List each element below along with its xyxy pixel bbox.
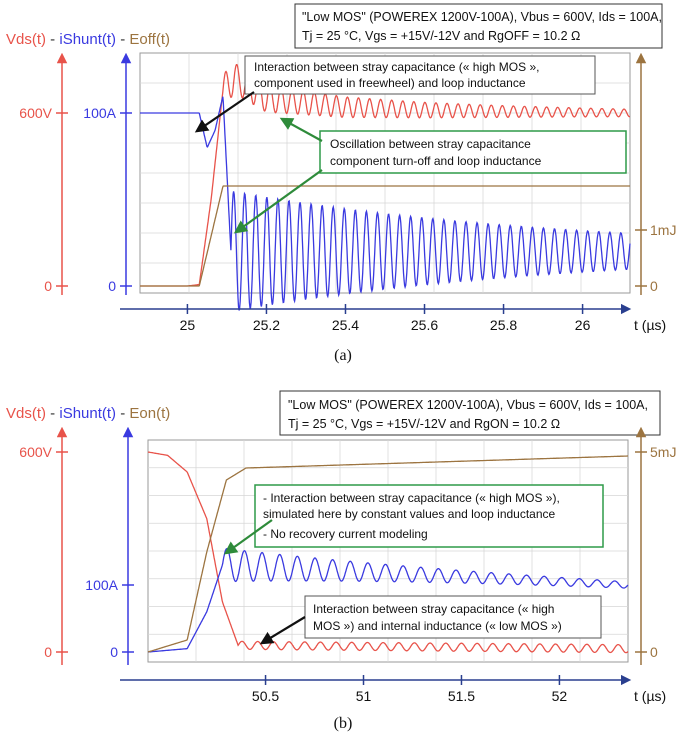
panel-b-caption: (b)	[334, 715, 353, 732]
panel-b-vds-zero-label: 0	[44, 644, 52, 660]
panel-b-series-eont-line	[147, 455, 628, 653]
panel-b-info-line-1: "Low MOS" (POWEREX 1200V-100A), Vbus = 6…	[288, 398, 648, 412]
panel-b-annotation-1-line-3: - No recovery current modeling	[263, 527, 428, 541]
panel-b-title-sep1: -	[46, 405, 59, 422]
panel-a-caption: (a)	[334, 347, 352, 364]
panel-b-annotation-2-line-2: MOS ») and internal inductance (« low MO…	[313, 619, 562, 633]
panel-a-energy-zero-label: 0	[650, 278, 658, 294]
panel-a-annotation-1-line-2: component used in freewheel) and loop in…	[254, 76, 526, 90]
panel-b-title-energy: Eon(t)	[129, 405, 170, 422]
panel-b-xlabel: t (µs)	[634, 688, 666, 704]
panel-b-title-sep2: -	[116, 405, 129, 422]
panel-b-annotation-1-line-2: simulated here by constant values and lo…	[263, 507, 556, 521]
panel-a-info-line-2: Tj = 25 °C, Vgs = +15V/-12V and RgOFF = …	[302, 29, 580, 43]
panel-a-series-eofft-line	[140, 185, 630, 287]
panel-a-xlabel: t (µs)	[634, 317, 666, 333]
panel-a-vds-top-label: 600V	[19, 105, 52, 121]
panel-b-annotation-box-2	[304, 595, 602, 639]
panel-a-ishunt-top-label: 100A	[83, 105, 116, 121]
panel-a-x-tick-label: 25.6	[411, 317, 438, 333]
panel-b-title-ishunt: iShunt(t)	[59, 405, 116, 422]
panel-b-annotation-box-1	[254, 484, 604, 548]
panel-b-vds-top-label: 600V	[19, 444, 52, 460]
panel-a-title-ishunt: iShunt(t)	[59, 31, 116, 48]
panel-a-title-energy: Eoff(t)	[129, 31, 170, 48]
panel-b-annotation-1-line-1: - Interaction between stray capacitance …	[263, 491, 560, 505]
panel-a-annotation-2-arrow-up	[279, 117, 323, 142]
panel-b-x-tick-label: 51.5	[448, 688, 475, 704]
panel-a-x-tick-label: 26	[575, 317, 591, 333]
panel-a: "Low MOS" (POWEREX 1200V-100A), Vbus = 6…	[6, 3, 676, 364]
panel-b-annotation-1-arrow	[223, 519, 273, 555]
panel-a-title-vds: Vds(t)	[6, 31, 46, 48]
panel-b-x-tick-label: 52	[552, 688, 568, 704]
panel-a-annotation-box-1	[244, 55, 596, 95]
panel-b-annotation-2-line-1: Interaction between stray capacitance («…	[313, 602, 554, 616]
panel-a-x-ticks: 25 25.2 25.4 25.6 25.8 26	[180, 304, 591, 333]
panel-a-x-tick-label: 25.8	[490, 317, 517, 333]
panel-a-vds-zero-label: 0	[44, 278, 52, 294]
panel-b-energy-top-label: 5mJ	[650, 444, 676, 460]
panel-a-x-tick-label: 25.4	[332, 317, 359, 333]
panel-b-annotation-2-arrow	[259, 616, 306, 645]
panel-a-annotation-2-arrow-down	[233, 169, 323, 234]
panel-a-annotation-2-line-1: Oscillation between stray capacitance	[330, 137, 531, 151]
panel-b-ishunt-top-label: 100A	[85, 577, 118, 593]
panel-b-x-ticks: 50.5 51 51.5 52	[252, 675, 567, 704]
panel-a-annotation-box-2	[319, 130, 627, 174]
panel-b-info-line-2: Tj = 25 °C, Vgs = +15V/-12V and RgON = 1…	[288, 417, 560, 431]
panel-a-x-tick-label: 25	[180, 317, 196, 333]
panel-a-annotation-1-arrow	[194, 91, 255, 133]
panel-b-energy-zero-label: 0	[650, 644, 658, 660]
panel-a-series	[140, 64, 631, 311]
panel-b-title: Vds(t) - iShunt(t) - Eon(t)	[6, 405, 170, 422]
panel-a-annotation-2-line-2: component turn-off and loop inductance	[330, 154, 542, 168]
panel-a-title: Vds(t) - iShunt(t) - Eoff(t)	[6, 31, 170, 48]
panel-a-energy-mid-label: 1mJ	[650, 222, 676, 238]
panel-b: "Low MOS" (POWEREX 1200V-100A), Vbus = 6…	[6, 390, 676, 732]
panel-a-title-sep2: -	[116, 31, 129, 48]
panel-a-info-box	[294, 3, 663, 49]
panel-b-series-vdst-line	[147, 451, 629, 654]
panel-b-x-tick-label: 50.5	[252, 688, 279, 704]
panel-a-annotation-1-line-1: Interaction between stray capacitance («…	[254, 60, 540, 74]
panel-b-info-box	[279, 390, 661, 436]
panel-a-x-tick-label: 25.2	[253, 317, 280, 333]
panel-a-title-sep1: -	[46, 31, 59, 48]
panel-b-title-vds: Vds(t)	[6, 405, 46, 422]
panel-b-ishunt-zero-label: 0	[110, 644, 118, 660]
panel-a-ishunt-zero-label: 0	[108, 278, 116, 294]
panel-a-series-ishuntt-line	[140, 96, 631, 311]
panel-b-x-tick-label: 51	[356, 688, 372, 704]
panel-a-info-line-1: "Low MOS" (POWEREX 1200V-100A), Vbus = 6…	[302, 10, 662, 24]
